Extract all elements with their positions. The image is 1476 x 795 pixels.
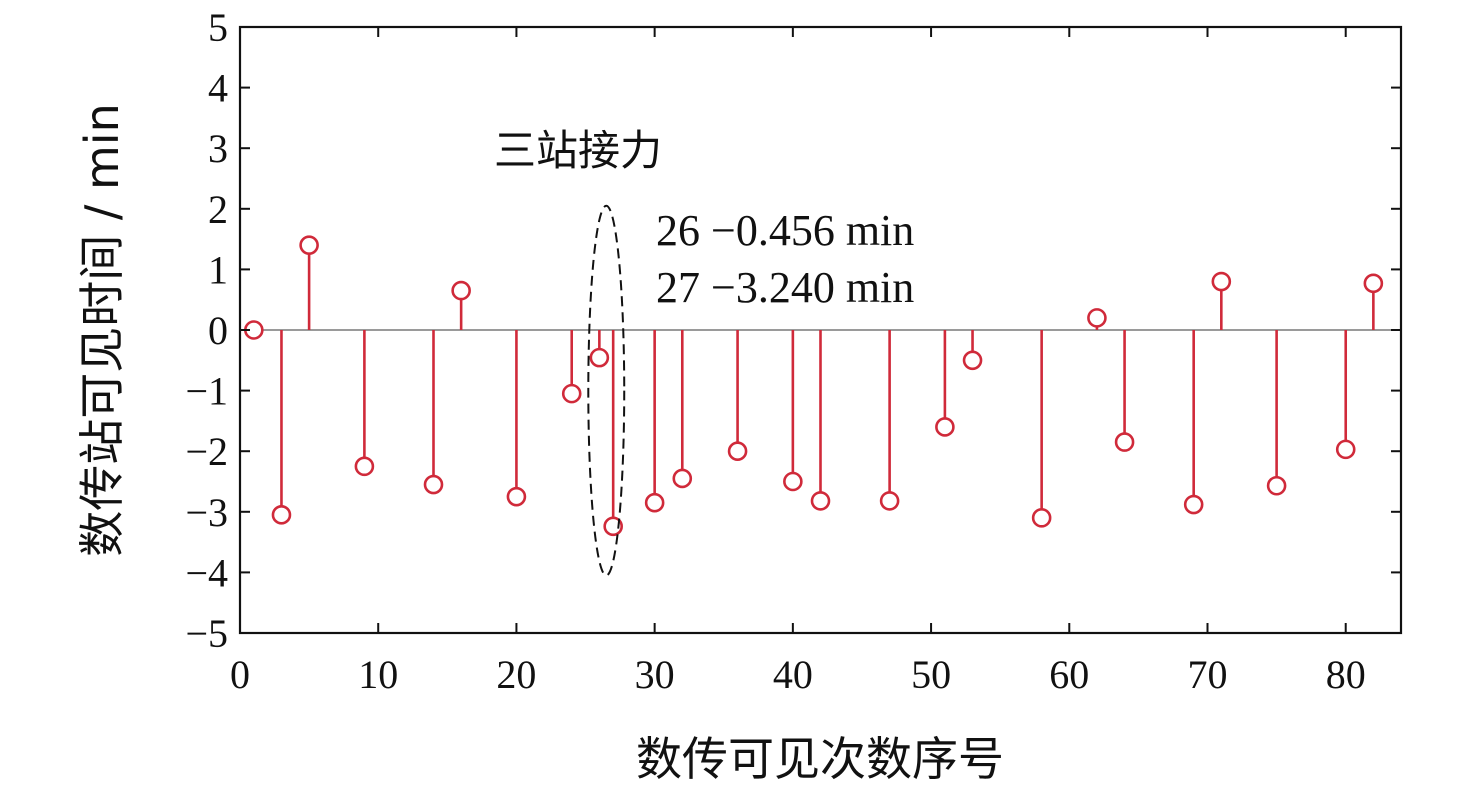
x-tick-label: 30 (635, 652, 675, 697)
annotation-line-1: 26 −0.456 min (656, 206, 914, 255)
y-tick-label: −2 (185, 429, 228, 474)
y-tick-label: −1 (185, 369, 228, 414)
stem-marker (506, 486, 527, 507)
stem-marker (299, 235, 319, 255)
stem-marker (727, 441, 748, 462)
stem-marker (423, 474, 444, 495)
stem-marker (672, 468, 693, 489)
y-tick-label: 0 (208, 308, 228, 353)
x-tick-label: 10 (358, 652, 398, 697)
x-tick-label: 50 (911, 652, 951, 697)
stem-marker (810, 491, 831, 511)
y-tick-label: 1 (208, 247, 228, 292)
y-tick-label: −5 (185, 611, 228, 656)
ticks-layer: 0 10 20 30 40 50 60 70 80 −5 −4 −3 −2 −1 0 1 2 3 4 5 (185, 5, 1401, 697)
stem-marker (589, 347, 610, 368)
y-tick-label: 3 (208, 126, 228, 171)
stem-marker (603, 516, 623, 537)
y-tick-label: 4 (208, 66, 228, 111)
stem-marker (1211, 271, 1232, 292)
stem-marker (962, 350, 983, 371)
x-axis-title: 数传可见次数序号 (636, 732, 1004, 786)
stem-marker (451, 280, 471, 301)
relay-ellipse (587, 204, 626, 577)
stem-marker (271, 505, 292, 525)
y-tick-label: 5 (208, 5, 228, 50)
stem-marker (561, 383, 582, 404)
stem-marker (354, 456, 375, 477)
y-tick-label: −3 (185, 490, 228, 535)
stem-marker (1363, 273, 1384, 294)
annotation-ellipse-layer (587, 204, 626, 577)
y-tick-label: 2 (208, 187, 228, 232)
stem-marker (879, 491, 900, 511)
stem-marker (1266, 475, 1287, 496)
stem-marker (1114, 432, 1135, 452)
y-axis-title: 数传站可见时间 / min (75, 103, 129, 557)
annotation-line-2: 27 −3.240 min (656, 263, 914, 312)
stem-marker (1183, 494, 1204, 515)
x-tick-label: 40 (773, 652, 813, 697)
stem-marker (935, 417, 955, 437)
stems-layer (244, 235, 1384, 537)
x-tick-label: 80 (1326, 652, 1366, 697)
x-tick-label: 0 (230, 652, 250, 697)
x-tick-label: 60 (1049, 652, 1089, 697)
stem-marker (783, 471, 803, 492)
y-tick-label: −4 (185, 550, 228, 595)
stem-marker (1087, 308, 1107, 328)
stem-marker (1335, 439, 1356, 460)
x-tick-label: 70 (1188, 652, 1228, 697)
stem-marker (644, 492, 665, 513)
x-tick-label: 20 (496, 652, 536, 697)
annotation-title: 三站接力 (494, 126, 662, 175)
stem-marker (1031, 508, 1052, 528)
